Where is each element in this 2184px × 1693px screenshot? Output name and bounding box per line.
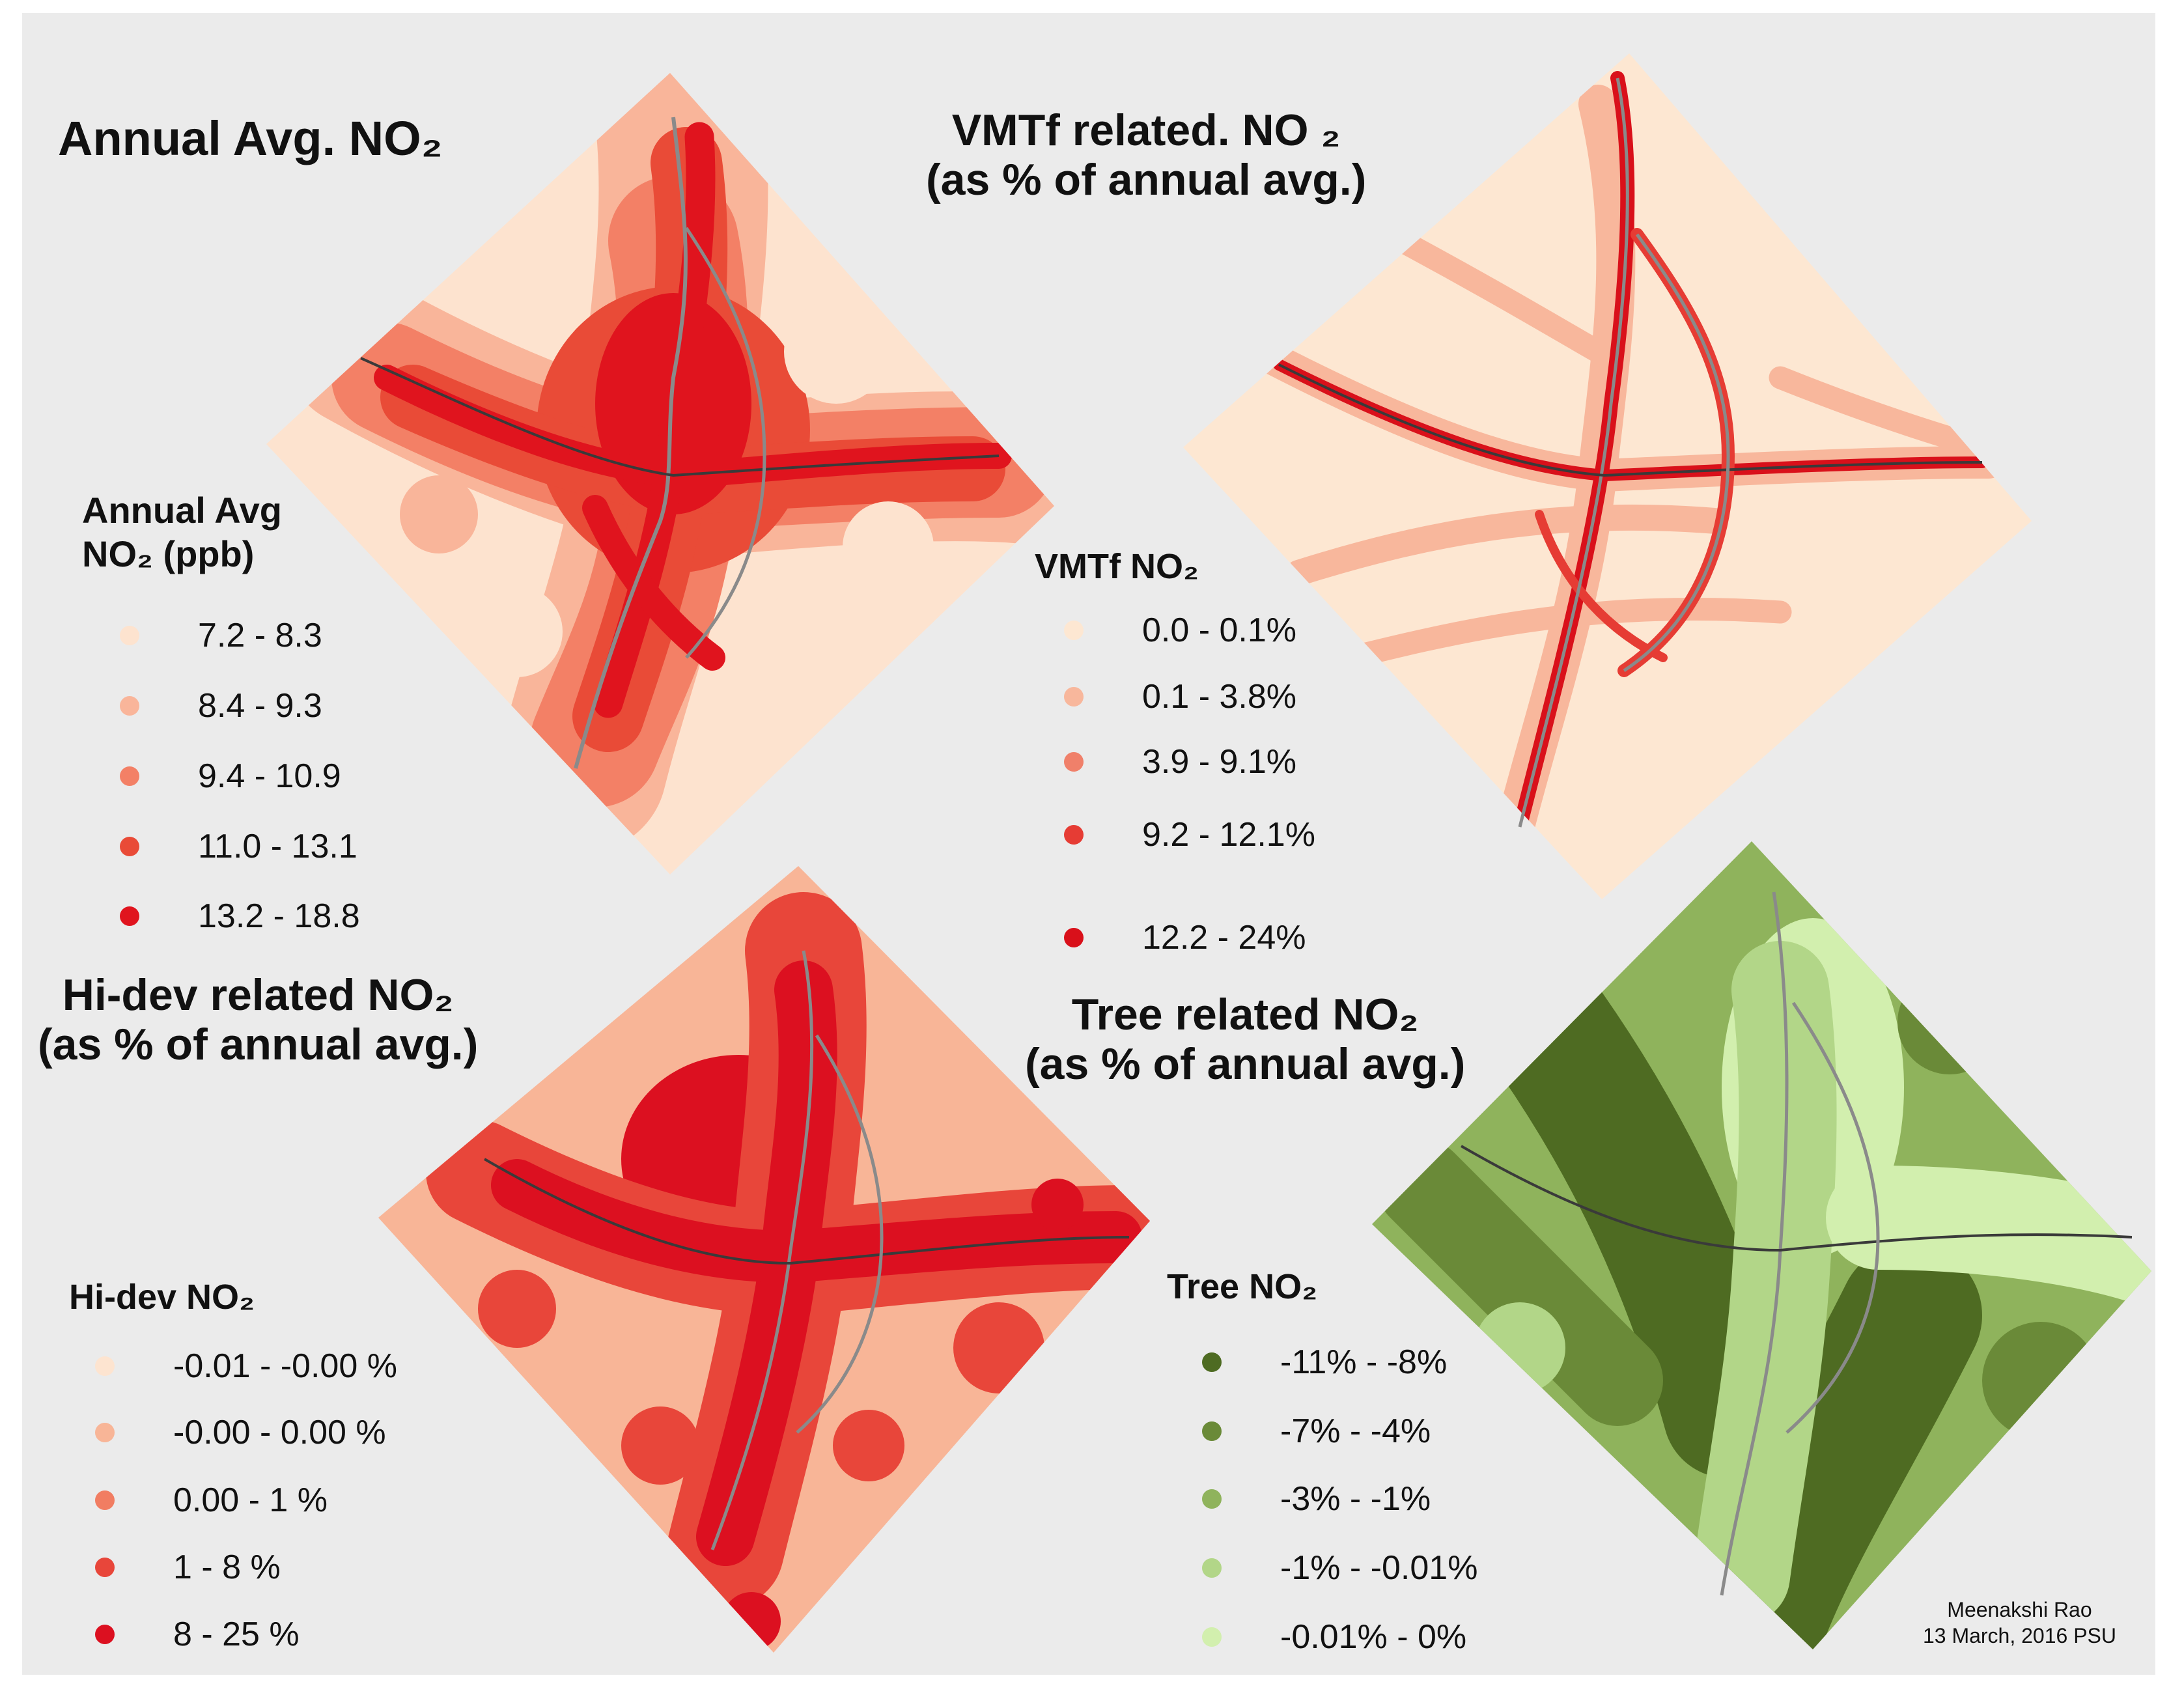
tree-legend-item: -0.01% - 0% xyxy=(1202,1617,1466,1657)
map-sheet: Annual Avg. NO₂ VMTf related. NO ₂ (as %… xyxy=(22,13,2155,1675)
vmtf-legend-item: 12.2 - 24% xyxy=(1064,918,1306,957)
annual-map-title: Annual Avg. NO₂ xyxy=(58,111,443,166)
vmtf-map-title: VMTf related. NO ₂ (as % of annual avg.) xyxy=(926,105,1366,204)
legend-label: -0.01% - 0% xyxy=(1280,1618,1467,1656)
vmtf-no2-map xyxy=(1183,53,2032,899)
legend-label: 8.4 - 9.3 xyxy=(198,687,322,725)
annual-legend-title-line2: NO₂ (ppb) xyxy=(82,533,255,575)
author-credit: Meenakshi Rao 13 March, 2016 PSU xyxy=(1923,1597,2116,1649)
legend-swatch xyxy=(120,696,139,716)
legend-swatch xyxy=(95,1356,115,1376)
legend-label: 7.2 - 8.3 xyxy=(198,617,322,654)
tree-legend-title: Tree NO₂ xyxy=(1167,1267,1318,1306)
tree-title-line1: Tree related NO₂ xyxy=(1071,990,1419,1039)
legend-swatch xyxy=(1064,928,1084,947)
legend-label: -3% - -1% xyxy=(1280,1480,1431,1518)
legend-swatch xyxy=(1064,752,1084,772)
legend-label: 0.00 - 1 % xyxy=(173,1481,328,1519)
annual-legend-item: 13.2 - 18.8 xyxy=(120,897,360,936)
legend-swatch xyxy=(1202,1352,1222,1372)
credit-date: 13 March, 2016 PSU xyxy=(1922,1624,2116,1647)
legend-swatch xyxy=(95,1625,115,1644)
hidev-legend-title: Hi-dev NO₂ xyxy=(69,1278,255,1317)
annual-legend-title-line1: Annual Avg xyxy=(82,490,282,531)
hidev-legend-item: -0.00 - 0.00 % xyxy=(95,1413,386,1452)
legend-swatch xyxy=(95,1558,115,1577)
tree-legend-item: -3% - -1% xyxy=(1202,1479,1431,1518)
legend-label: -1% - -0.01% xyxy=(1280,1549,1478,1587)
legend-label: 8 - 25 % xyxy=(173,1616,300,1653)
legend-label: 1 - 8 % xyxy=(173,1548,281,1586)
tree-no2-map xyxy=(1372,841,2151,1649)
hidev-map-title: Hi-dev related NO₂ (as % of annual avg.) xyxy=(38,970,478,1069)
legend-swatch xyxy=(1202,1558,1222,1578)
vmtf-legend-title: VMTf NO₂ xyxy=(1035,547,1199,586)
legend-swatch xyxy=(95,1423,115,1442)
legend-swatch xyxy=(95,1490,115,1510)
legend-swatch xyxy=(1064,621,1084,640)
hidev-legend-item: -0.01 - -0.00 % xyxy=(95,1347,397,1386)
map-panels xyxy=(266,53,2151,1653)
legend-label: 0.1 - 3.8% xyxy=(1142,678,1297,716)
hidev-legend-item: 0.00 - 1 % xyxy=(95,1481,328,1520)
legend-swatch xyxy=(1064,687,1084,707)
legend-label: -7% - -4% xyxy=(1280,1412,1431,1450)
legend-label: 9.4 - 10.9 xyxy=(198,757,341,795)
vmtf-legend-item: 0.1 - 3.8% xyxy=(1064,677,1296,716)
legend-swatch xyxy=(120,837,139,856)
legend-label: 0.0 - 0.1% xyxy=(1142,611,1297,649)
vmtf-legend-item: 3.9 - 9.1% xyxy=(1064,742,1296,781)
annual-legend-item: 11.0 - 13.1 xyxy=(120,827,357,866)
legend-swatch xyxy=(1202,1489,1222,1509)
legend-swatch xyxy=(1202,1627,1222,1647)
hidev-legend-item: 8 - 25 % xyxy=(95,1615,300,1654)
hidev-title-line1: Hi-dev related NO₂ xyxy=(62,970,454,1020)
hidev-legend-item: 1 - 8 % xyxy=(95,1548,281,1587)
annual-legend-item: 7.2 - 8.3 xyxy=(120,616,322,655)
legend-swatch xyxy=(120,766,139,786)
hidev-title-line2: (as % of annual avg.) xyxy=(38,1020,479,1070)
legend-label: 11.0 - 13.1 xyxy=(198,828,357,865)
annual-legend-item: 9.4 - 10.9 xyxy=(120,757,341,796)
tree-legend-item: -11% - -8% xyxy=(1202,1343,1447,1382)
credit-author: Meenakshi Rao xyxy=(1947,1598,2092,1621)
annual-no2-map xyxy=(266,73,1054,874)
legend-label: 12.2 - 24% xyxy=(1142,919,1306,957)
annual-legend-title: Annual Avg NO₂ (ppb) xyxy=(82,488,282,576)
hidev-no2-map xyxy=(378,866,1150,1653)
tree-title-line2: (as % of annual avg.) xyxy=(1025,1039,1466,1089)
annual-title-text: Annual Avg. NO₂ xyxy=(58,111,443,165)
tree-legend-item: -7% - -4% xyxy=(1202,1412,1431,1451)
legend-label: -0.01 - -0.00 % xyxy=(173,1347,397,1385)
legend-label: 9.2 - 12.1% xyxy=(1142,816,1315,854)
vmtf-legend-item: 9.2 - 12.1% xyxy=(1064,815,1315,854)
legend-label: 3.9 - 9.1% xyxy=(1142,743,1297,781)
legend-swatch xyxy=(1202,1421,1222,1441)
vmtf-title-line1: VMTf related. NO ₂ xyxy=(951,105,1341,155)
tree-map-title: Tree related NO₂ (as % of annual avg.) xyxy=(1025,990,1465,1089)
legend-swatch xyxy=(120,626,139,645)
legend-swatch xyxy=(1064,825,1084,845)
legend-label: 13.2 - 18.8 xyxy=(198,897,360,935)
legend-label: -0.00 - 0.00 % xyxy=(173,1414,386,1451)
legend-swatch xyxy=(120,906,139,926)
vmtf-title-line2: (as % of annual avg.) xyxy=(926,155,1367,205)
tree-legend-item: -1% - -0.01% xyxy=(1202,1548,1477,1588)
annual-legend-item: 8.4 - 9.3 xyxy=(120,686,322,725)
legend-label: -11% - -8% xyxy=(1280,1343,1448,1381)
vmtf-legend-item: 0.0 - 0.1% xyxy=(1064,611,1296,650)
